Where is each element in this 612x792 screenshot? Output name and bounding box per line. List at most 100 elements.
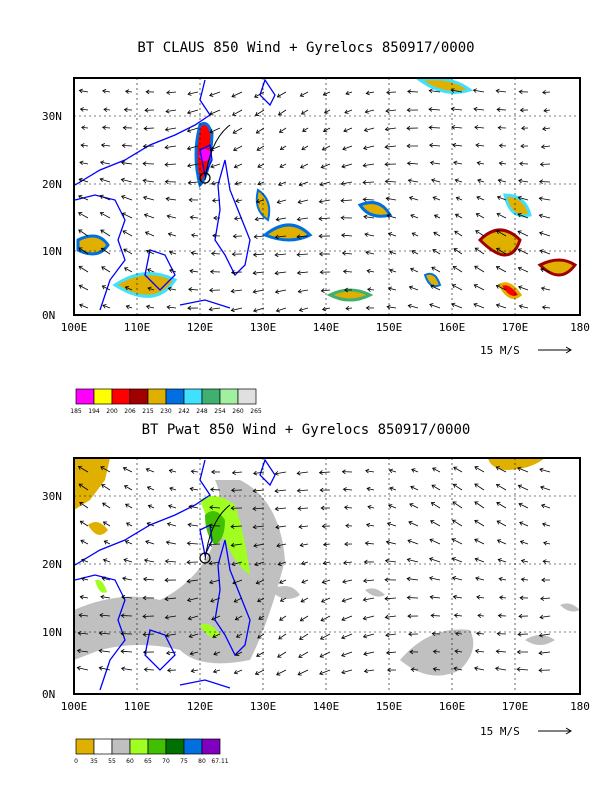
wind-arrow: [452, 557, 463, 563]
colorbar-swatch: [183, 388, 203, 405]
wind-arrow-head: [520, 143, 525, 149]
wind-arrow-head: [541, 577, 546, 583]
wind-arrow-head: [100, 229, 105, 234]
wind-arrow: [409, 286, 419, 291]
lon-label: 100E: [61, 321, 88, 334]
wind-arrow-head: [409, 503, 414, 508]
wind-arrow: [386, 541, 397, 545]
wind-arrow-head: [145, 539, 150, 545]
wind-arrow-head: [519, 107, 524, 113]
wind-arrow-head: [429, 538, 434, 543]
wind-arrow: [365, 109, 375, 113]
wind-arrow: [99, 195, 111, 201]
wind-arrow: [363, 615, 375, 620]
wind-arrow-head: [363, 559, 368, 565]
wind-arrow: [321, 289, 331, 292]
wind-arrow: [364, 127, 375, 131]
wind-arrow-head: [300, 164, 305, 169]
wind-arrow: [102, 126, 111, 129]
wind-arrow-head: [543, 540, 548, 546]
wind-arrow-head: [406, 143, 411, 149]
wind-arrow-head: [496, 107, 501, 112]
wind-arrow-head: [454, 649, 459, 654]
wind-arrow: [297, 669, 309, 676]
wind-arrow-head: [319, 269, 324, 275]
wind-arrow: [146, 250, 155, 255]
wind-arrow-head: [209, 287, 214, 293]
wind-arrow-head: [384, 596, 389, 601]
wind-arrow: [365, 470, 375, 473]
lon-label: 180: [570, 700, 590, 713]
wind-arrow: [145, 540, 155, 545]
wind-arrow-head: [276, 671, 281, 676]
wind-arrow-head: [384, 558, 390, 564]
wind-arrow-head: [145, 249, 151, 254]
wind-arrow: [100, 212, 111, 219]
wind-arrow: [385, 633, 397, 636]
wind-arrow-head: [341, 598, 346, 603]
wind-arrow-head: [299, 92, 304, 97]
wind-arrow: [341, 163, 353, 168]
wind-arrow-head: [296, 488, 301, 493]
wind-arrow-head: [78, 177, 83, 183]
wind-arrow-head: [517, 266, 523, 271]
wind-arrow: [343, 561, 353, 564]
wind-arrow-head: [518, 89, 523, 95]
wind-arrow-head: [362, 633, 368, 639]
wind-arrow: [77, 667, 89, 671]
colorbar-label: 70: [162, 758, 170, 765]
wind-arrow: [429, 90, 441, 93]
wind-arrow: [497, 196, 507, 201]
wind-arrow-head: [101, 285, 106, 290]
wind-arrow: [187, 597, 199, 601]
wind-arrow-head: [454, 213, 460, 218]
wind-arrow-head: [539, 162, 544, 167]
wind-arrow-head: [406, 107, 411, 113]
wind-arrow-head: [385, 632, 390, 638]
wind-arrow-head: [145, 467, 150, 473]
wind-arrow-head: [538, 179, 544, 184]
wind-arrow-head: [186, 578, 191, 584]
wind-arrow-head: [188, 633, 193, 639]
top-colorbar: 185 194 200 206 215 230 242 248 254 260 265: [70, 388, 262, 415]
wind-arrow-head: [387, 286, 392, 292]
wind-arrow-head: [187, 180, 192, 185]
wind-arrow-head: [186, 145, 192, 151]
wind-arrow-head: [210, 598, 215, 603]
colorbar-label: 265: [250, 408, 262, 415]
wind-arrow: [103, 521, 111, 527]
wind-arrow: [232, 471, 243, 474]
wind-arrow: [433, 232, 441, 237]
wind-arrow: [388, 504, 397, 509]
wind-arrow-head: [340, 215, 345, 221]
wind-arrow-head: [213, 215, 218, 221]
wind-arrow-head: [541, 503, 546, 509]
wind-arrow-head: [517, 212, 522, 218]
wind-arrow-head: [274, 506, 279, 512]
wind-arrow: [475, 230, 485, 237]
wind-arrow-head: [497, 613, 502, 619]
wind-arrow: [78, 212, 89, 219]
colorbar-swatch: [219, 388, 239, 405]
wind-arrow: [385, 127, 397, 130]
wind-arrow-head: [453, 160, 458, 166]
wind-arrow-head: [452, 594, 457, 600]
wind-arrow: [121, 596, 133, 599]
wind-arrow-head: [235, 198, 240, 203]
wind-arrow: [80, 540, 89, 545]
wind-arrow-head: [279, 597, 285, 602]
wind-arrow-head: [452, 501, 457, 506]
wind-arrow: [125, 90, 133, 93]
wind-arrow-head: [147, 504, 153, 509]
wind-arrow: [279, 127, 287, 133]
wind-arrow: [297, 471, 309, 474]
wind-arrow: [275, 507, 287, 510]
wind-arrow: [209, 127, 221, 133]
wind-arrow-head: [318, 470, 323, 475]
bottom-scale-vector: 15 M/S: [480, 725, 572, 738]
colorbar-label: 60: [126, 758, 134, 765]
wind-arrow-head: [516, 649, 521, 655]
wind-arrow: [475, 577, 485, 581]
wind-arrow-head: [164, 596, 169, 602]
colorbar-label: 35: [90, 758, 98, 765]
